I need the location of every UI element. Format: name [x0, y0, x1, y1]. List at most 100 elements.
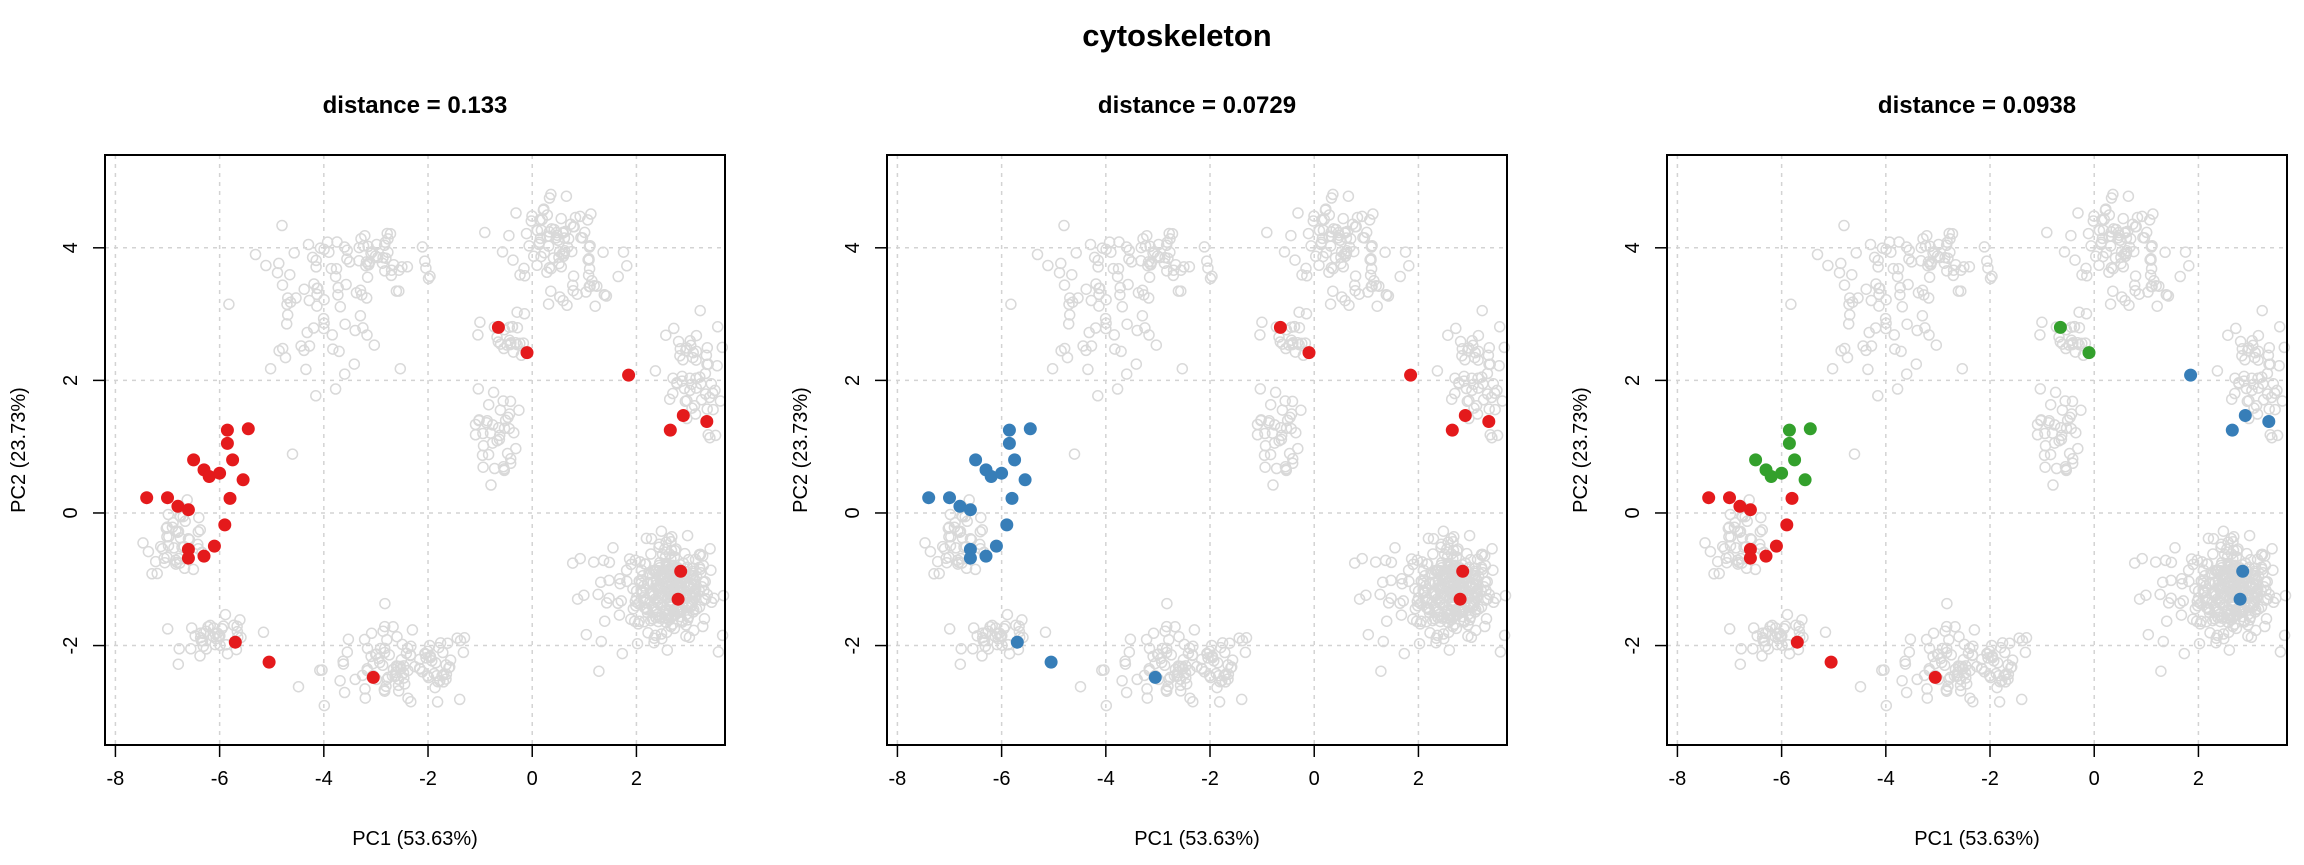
background-point [187, 563, 200, 576]
x-tick-label: 2 [1413, 768, 1424, 790]
background-point [1431, 365, 1444, 377]
background-point [661, 644, 674, 656]
background-point [1921, 683, 1933, 695]
background-point [681, 529, 694, 542]
background-point [394, 362, 407, 375]
background-point [2183, 260, 2195, 272]
background-point [1466, 372, 1478, 385]
background-point [1427, 533, 1440, 545]
background-point [1708, 568, 1720, 580]
background-point [302, 238, 315, 251]
background-point [260, 259, 272, 272]
background-point [1900, 241, 1913, 253]
background-point [1003, 647, 1016, 660]
background-point [1944, 671, 1956, 684]
background-point [936, 540, 949, 553]
background-point [620, 564, 633, 577]
background-point [406, 624, 419, 636]
background-point [2238, 375, 2250, 387]
background-point [595, 635, 608, 648]
background-point [1469, 351, 1481, 364]
background-point [2249, 351, 2261, 364]
background-point [360, 292, 373, 304]
background-point [1454, 335, 1467, 348]
background-point [1131, 324, 1143, 337]
background-point [2069, 254, 2081, 266]
background-point [1039, 626, 1052, 639]
background-point [976, 524, 989, 536]
background-point [1435, 541, 1447, 554]
background-point [1398, 647, 1411, 660]
background-point [2112, 226, 2125, 239]
background-point [2159, 554, 2172, 567]
data-point-series-1 [622, 368, 636, 382]
data-point-series-1 [171, 499, 185, 513]
background-point [649, 365, 662, 377]
background-point [2162, 597, 2175, 609]
background-point [1300, 262, 1312, 275]
background-point [1880, 699, 1893, 712]
background-point [1385, 556, 1398, 569]
background-point [1996, 637, 2009, 649]
background-point [1158, 257, 1171, 269]
background-point [1747, 643, 1759, 655]
background-point [587, 556, 600, 568]
background-point [1264, 448, 1277, 461]
background-point [598, 615, 611, 627]
x-tick-label: -6 [1773, 768, 1791, 790]
background-point [2246, 372, 2258, 385]
background-point [536, 213, 549, 226]
background-point [2217, 628, 2230, 640]
background-point [1443, 644, 1456, 656]
background-point [2159, 246, 2171, 259]
background-point [674, 350, 686, 362]
background-point [327, 343, 339, 355]
background-point [667, 387, 679, 400]
background-point [2073, 321, 2086, 334]
background-point [1307, 215, 1320, 227]
background-point [1143, 271, 1156, 284]
scatter-panel-2: -8 -6 -4 -2 0 2 -2 0 2 4 distance = 0.0729 PC1 (53.… [790, 92, 1512, 850]
background-point [2063, 447, 2076, 460]
data-point-series-2 [1764, 470, 1778, 483]
background-point [185, 643, 197, 655]
background-point [621, 575, 633, 588]
background-point [1093, 282, 1105, 295]
background-point [311, 300, 323, 312]
background-point [1735, 643, 1747, 655]
background-point [1376, 576, 1389, 589]
background-point [1864, 238, 1877, 251]
data-point-series-1 [674, 564, 688, 578]
background-point [545, 285, 557, 297]
data-point-series-2 [1775, 466, 1789, 480]
background-point [625, 613, 637, 626]
background-point [378, 642, 391, 655]
background-point [1939, 251, 1951, 264]
background-point [2227, 620, 2239, 633]
data-point-series-1 [1824, 655, 1838, 669]
background-point [1873, 300, 1885, 312]
background-point [1342, 190, 1355, 202]
background-point [507, 254, 519, 266]
data-point-series-2 [1782, 436, 1796, 450]
background-point [1483, 341, 1496, 354]
data-point-series-1 [1790, 635, 1804, 649]
background-point [2268, 387, 2281, 399]
background-point [1470, 399, 1483, 412]
background-point [634, 556, 646, 568]
background-point [2195, 615, 2207, 628]
background-point [2165, 556, 2178, 569]
background-point [2204, 627, 2216, 639]
background-point [1454, 606, 1467, 618]
background-point [1458, 375, 1470, 387]
background-point [392, 685, 405, 697]
background-point [2088, 210, 2100, 222]
background-point [1927, 650, 1939, 663]
background-point [1324, 240, 1337, 252]
background-point [1480, 594, 1492, 606]
background-point [1461, 395, 1474, 408]
x-tick-label: -2 [1981, 768, 1999, 790]
background-point [716, 629, 729, 642]
background-point [416, 241, 429, 253]
background-point [1450, 322, 1462, 335]
